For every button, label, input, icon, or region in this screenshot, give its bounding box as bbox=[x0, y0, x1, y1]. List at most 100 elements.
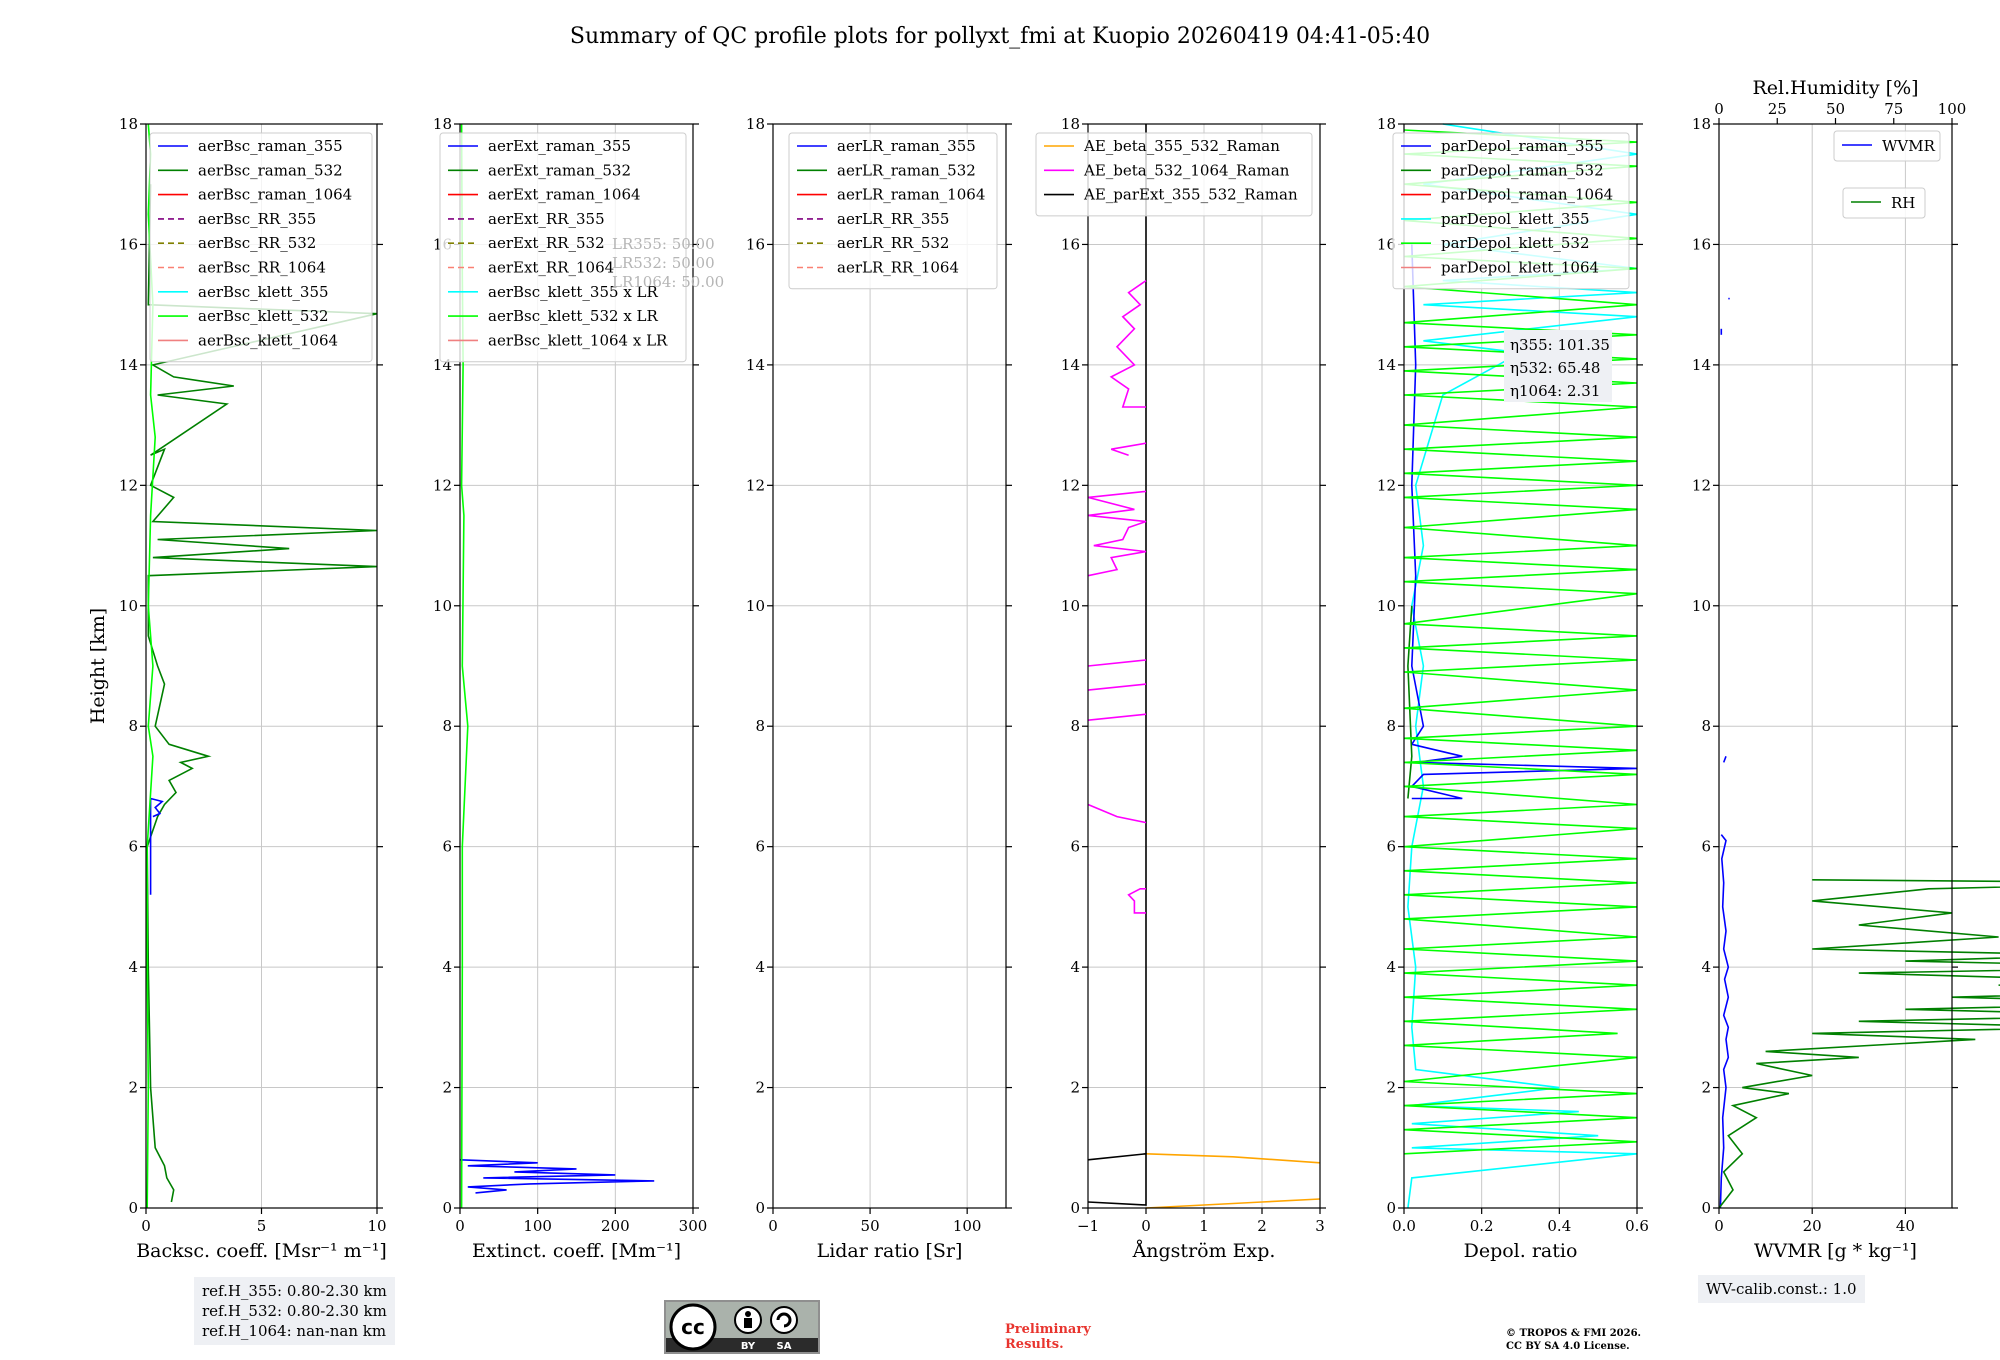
x-tick-label: 20 bbox=[1803, 1217, 1822, 1235]
y-tick-label: 2 bbox=[128, 1079, 138, 1097]
legend-label: aerBsc_klett_1064 x LR bbox=[488, 331, 668, 349]
x-tick-label: 100 bbox=[953, 1217, 982, 1235]
legend-label: AE_beta_532_1064_Raman bbox=[1083, 161, 1290, 179]
y-tick-label: 14 bbox=[119, 356, 138, 374]
panel-bsc: 0 2 4 6 8 10 12 14 16 18 0 5 10 Backsc. coeff. [Msr⁻¹… bbox=[87, 115, 387, 1262]
y-tick-label: 18 bbox=[1377, 115, 1396, 133]
legend-label: RH bbox=[1891, 194, 1915, 212]
ref-height-355: ref.H_355: 0.80-2.30 km bbox=[202, 1282, 387, 1300]
y-tick-label: 4 bbox=[1701, 958, 1711, 976]
series-AE_beta_355_532_Raman bbox=[1145, 1198, 1321, 1209]
lidar-ratio-annotation: LR532: 50.00 bbox=[612, 254, 715, 272]
eta-value: η1064: 2.31 bbox=[1510, 382, 1600, 400]
y-tick-label: 2 bbox=[755, 1079, 765, 1097]
axes-frame bbox=[1718, 123, 1953, 1209]
eta-value: η532: 65.48 bbox=[1510, 359, 1600, 377]
legend-label: aerLR_raman_355 bbox=[837, 137, 976, 155]
x-axis-label: Ångström Exp. bbox=[1132, 1240, 1276, 1262]
x-tick-label: 0.2 bbox=[1470, 1217, 1494, 1235]
copyright-line-1: © TROPOS & FMI 2026. bbox=[1506, 1328, 1642, 1339]
series-AE_beta_532_1064_Raman bbox=[1087, 683, 1147, 691]
series-AE_beta_532_1064_Raman bbox=[1127, 887, 1146, 914]
ref-height-1064: ref.H_1064: nan-nan km bbox=[202, 1322, 387, 1340]
preliminary-line-1: Preliminary bbox=[1005, 1322, 1091, 1337]
y-tick-label: 4 bbox=[128, 958, 138, 976]
y-tick-label: 12 bbox=[1692, 476, 1711, 494]
legend-label: aerLR_RR_532 bbox=[837, 234, 949, 252]
legend-label: aerExt_raman_532 bbox=[488, 161, 631, 179]
x-top-axis-label: Rel.Humidity [%] bbox=[1752, 77, 1918, 99]
series-AE_beta_532_1064_Raman bbox=[1109, 279, 1147, 408]
x-axis-label: Backsc. coeff. [Msr⁻¹ m⁻¹] bbox=[136, 1240, 387, 1262]
y-tick-label: 0 bbox=[1070, 1199, 1080, 1217]
x-tick-label: 10 bbox=[367, 1217, 386, 1235]
legend-label: aerBsc_raman_532 bbox=[198, 161, 343, 179]
legend-label: aerBsc_klett_1064 bbox=[198, 331, 338, 349]
legend-label: aerBsc_RR_532 bbox=[198, 234, 316, 252]
x-top-tick-label: 50 bbox=[1826, 100, 1845, 118]
legend-label: parDepol_klett_532 bbox=[1441, 234, 1590, 252]
y-tick-label: 14 bbox=[1692, 356, 1711, 374]
y-tick-label: 16 bbox=[1692, 235, 1711, 253]
legend-label: aerExt_raman_1064 bbox=[488, 186, 641, 204]
license-logo: cc BY SA bbox=[666, 1302, 818, 1352]
legend-label: aerBsc_klett_532 x LR bbox=[488, 307, 659, 325]
legend-label: aerBsc_raman_355 bbox=[198, 137, 343, 155]
legend-label: aerLR_RR_1064 bbox=[837, 259, 959, 277]
y-tick-label: 2 bbox=[442, 1079, 452, 1097]
ref-height-532: ref.H_532: 0.80-2.30 km bbox=[202, 1302, 387, 1320]
legend-label: aerExt_raman_355 bbox=[488, 137, 631, 155]
y-tick-label: 18 bbox=[1692, 115, 1711, 133]
x-top-tick-label: 25 bbox=[1768, 100, 1787, 118]
series-AE_parExt_355_532_Raman bbox=[1087, 1152, 1147, 1206]
x-top-tick-label: 100 bbox=[1938, 100, 1967, 118]
y-tick-label: 18 bbox=[433, 115, 452, 133]
license-by-label: BY bbox=[741, 1341, 756, 1352]
y-tick-label: 0 bbox=[1701, 1199, 1711, 1217]
lidar-ratio-annotation: LR1064: 50.00 bbox=[612, 273, 724, 291]
legend-label: aerBsc_raman_1064 bbox=[198, 186, 352, 204]
copyright-note: © TROPOS & FMI 2026. CC BY SA 4.0 Licens… bbox=[1506, 1327, 1641, 1353]
series-WVMR bbox=[1722, 756, 1727, 763]
y-tick-label: 0 bbox=[442, 1199, 452, 1217]
legend-label: aerExt_RR_532 bbox=[488, 234, 605, 252]
y-tick-label: 16 bbox=[1377, 235, 1396, 253]
y-tick-label: 2 bbox=[1386, 1079, 1396, 1097]
eta-box bbox=[1504, 330, 1612, 402]
x-tick-label: 0 bbox=[1141, 1217, 1151, 1235]
y-tick-label: 6 bbox=[1386, 838, 1396, 856]
y-tick-label: 6 bbox=[1701, 838, 1711, 856]
x-tick-label: 50 bbox=[861, 1217, 880, 1235]
legend-label: aerLR_RR_355 bbox=[837, 210, 949, 228]
panel-depol: 0 2 4 6 8 10 12 14 16 18 0.0 0.2 0.4 0.6 Depol. ratio p… bbox=[1377, 115, 1649, 1262]
legend-label: parDepol_klett_355 bbox=[1441, 210, 1590, 228]
series-AE_beta_532_1064_Raman bbox=[1087, 713, 1147, 721]
y-tick-label: 14 bbox=[746, 356, 765, 374]
y-tick-label: 12 bbox=[746, 476, 765, 494]
preliminary-line-2: Results. bbox=[1005, 1337, 1064, 1352]
legend-box bbox=[149, 132, 373, 363]
series-AE_beta_532_1064_Raman bbox=[1110, 442, 1147, 456]
y-tick-label: 6 bbox=[128, 838, 138, 856]
x-tick-label: 1 bbox=[1199, 1217, 1209, 1235]
y-tick-label: 0 bbox=[128, 1199, 138, 1217]
series-parDepol_raman_532 bbox=[1407, 605, 1413, 799]
svg-text:cc: cc bbox=[681, 1315, 705, 1339]
y-tick-label: 16 bbox=[1061, 235, 1080, 253]
legend-box bbox=[1833, 130, 1941, 162]
x-top-tick-label: 0 bbox=[1714, 100, 1724, 118]
y-tick-label: 10 bbox=[433, 597, 452, 615]
y-axis-label: Height [km] bbox=[87, 608, 109, 724]
legend-label: parDepol_raman_532 bbox=[1441, 161, 1604, 179]
y-tick-label: 18 bbox=[119, 115, 138, 133]
y-tick-label: 8 bbox=[128, 717, 138, 735]
copyright-line-2: CC BY SA 4.0 License. bbox=[1506, 1341, 1630, 1352]
y-tick-label: 6 bbox=[442, 838, 452, 856]
series-aerBsc_raman_355 bbox=[149, 797, 164, 895]
y-tick-label: 8 bbox=[755, 717, 765, 735]
series-parDepol_raman_355 bbox=[1410, 244, 1638, 800]
series-RH bbox=[1718, 879, 2000, 1209]
legend-label: aerExt_RR_1064 bbox=[488, 259, 614, 277]
figure-title: Summary of QC profile plots for pollyxt_… bbox=[570, 24, 1430, 49]
